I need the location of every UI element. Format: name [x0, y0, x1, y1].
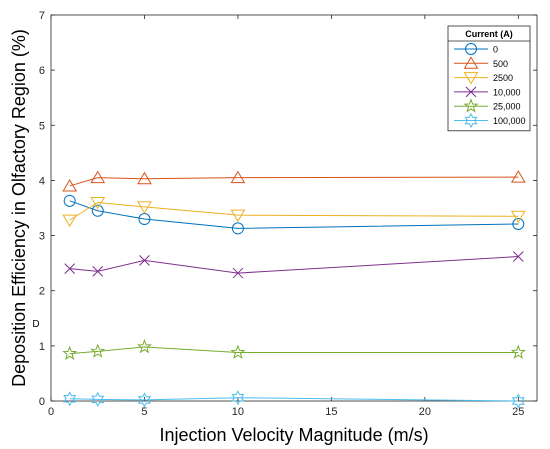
series-3	[64, 251, 524, 279]
legend-label: 0	[493, 45, 498, 55]
legend-entry: 100,000	[454, 112, 526, 129]
series-line	[69, 397, 519, 402]
y-tick-label: 7	[39, 10, 45, 22]
legend-title: Current (A)	[465, 29, 513, 39]
x-tick-label: 20	[419, 406, 431, 418]
data-point	[510, 210, 526, 224]
data-point	[90, 170, 106, 184]
series-line	[69, 200, 519, 229]
series-4	[62, 339, 526, 361]
y-tick-label: 0	[39, 396, 45, 408]
series-line	[69, 346, 519, 355]
data-point	[63, 391, 77, 407]
legend-label: 2500	[493, 73, 513, 83]
legend: 0 500 2500 10,000 25,000 100,000	[447, 25, 531, 132]
data-point	[232, 267, 244, 279]
legend-marker	[465, 43, 477, 55]
x-tick-label: 0	[48, 406, 54, 418]
data-point	[92, 266, 104, 277]
series-line	[69, 201, 519, 221]
data-point	[90, 343, 106, 358]
data-point	[64, 263, 76, 275]
data-point	[512, 251, 524, 262]
y-axis-subscript: D	[32, 319, 39, 330]
data-point	[136, 339, 153, 354]
legend-marker	[465, 86, 477, 98]
data-point	[230, 170, 246, 184]
data-point	[62, 345, 78, 361]
data-point	[512, 217, 525, 230]
data-point	[511, 393, 525, 409]
series-2	[62, 196, 526, 228]
legend-label: 25,000	[493, 102, 521, 112]
legend-entry: 0	[454, 43, 498, 55]
legend-entry: 10,000	[454, 86, 521, 98]
x-tick-label: 5	[141, 406, 147, 418]
data-point	[63, 194, 76, 207]
axes: 0 5 10 15 20 25 0 1 2 3 4 5 6 7	[39, 10, 538, 418]
y-tick-label: 6	[39, 65, 45, 77]
data-point	[230, 209, 246, 223]
legend-label: 500	[493, 59, 508, 69]
data-point	[231, 390, 245, 406]
legend-entry: 500	[454, 56, 508, 69]
x-tick-label: 15	[325, 406, 337, 418]
y-tick-label: 2	[39, 286, 45, 298]
series-1	[62, 170, 526, 192]
data-point	[510, 170, 526, 183]
y-tick-label: 1	[39, 341, 45, 353]
series-0	[63, 194, 525, 235]
data-point	[137, 392, 152, 408]
y-tick-label: 5	[39, 120, 45, 132]
y-tick-label: 3	[39, 231, 45, 243]
legend-marker	[464, 112, 478, 129]
series-5	[63, 390, 525, 409]
data-point	[91, 391, 105, 407]
data-point	[137, 201, 152, 214]
axes-box	[50, 14, 538, 402]
series-line	[69, 176, 519, 187]
legend-marker	[463, 98, 479, 113]
x-tick-label: 25	[512, 406, 524, 418]
data-point	[91, 204, 104, 217]
legend-label: 10,000	[493, 87, 521, 97]
series-line	[69, 256, 519, 274]
legend-label: 100,000	[493, 116, 526, 126]
legend-entry: 25,000	[454, 98, 521, 113]
legend-box	[447, 25, 531, 132]
y-tick-label: 4	[39, 175, 45, 187]
data-point	[62, 214, 78, 228]
data-point	[231, 222, 244, 235]
series-layer	[62, 170, 526, 409]
data-point	[137, 171, 152, 185]
data-point	[510, 344, 526, 359]
legend-marker	[463, 72, 479, 85]
x-axis-title: Injection Velocity Magnitude (m/s)	[159, 425, 428, 445]
y-axis-title: Deposition Efficiency in Olfactory Regio…	[9, 29, 29, 387]
data-point	[230, 344, 246, 359]
data-point	[62, 178, 78, 192]
data-point	[90, 196, 106, 210]
legend-marker	[463, 56, 479, 69]
legend-entry: 2500	[454, 72, 513, 85]
x-tick-label: 10	[232, 406, 244, 418]
data-point	[139, 255, 150, 266]
